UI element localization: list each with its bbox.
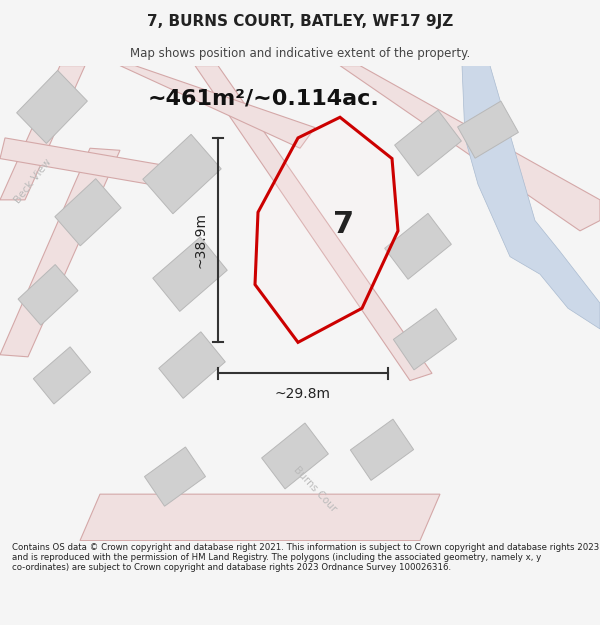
Polygon shape xyxy=(120,66,315,148)
Polygon shape xyxy=(462,66,600,329)
Polygon shape xyxy=(153,237,227,311)
Polygon shape xyxy=(350,419,413,481)
Polygon shape xyxy=(55,179,121,246)
Polygon shape xyxy=(0,138,185,189)
Polygon shape xyxy=(80,494,440,541)
Polygon shape xyxy=(385,213,451,279)
Polygon shape xyxy=(159,332,225,398)
Polygon shape xyxy=(394,309,457,370)
Text: 7: 7 xyxy=(332,209,353,239)
Text: Beck View: Beck View xyxy=(13,157,53,206)
Text: ~38.9m: ~38.9m xyxy=(193,212,207,268)
Text: Map shows position and indicative extent of the property.: Map shows position and indicative extent… xyxy=(130,48,470,60)
Polygon shape xyxy=(0,66,85,200)
Polygon shape xyxy=(145,447,206,506)
Polygon shape xyxy=(395,110,461,176)
Polygon shape xyxy=(458,101,518,158)
Text: 7, BURNS COURT, BATLEY, WF17 9JZ: 7, BURNS COURT, BATLEY, WF17 9JZ xyxy=(147,14,453,29)
Polygon shape xyxy=(0,148,120,357)
Polygon shape xyxy=(340,66,600,231)
Polygon shape xyxy=(195,66,432,381)
Polygon shape xyxy=(143,134,221,214)
Text: ~29.8m: ~29.8m xyxy=(275,387,331,401)
Polygon shape xyxy=(18,264,78,325)
Polygon shape xyxy=(255,118,398,342)
Polygon shape xyxy=(262,423,328,489)
Text: Contains OS data © Crown copyright and database right 2021. This information is : Contains OS data © Crown copyright and d… xyxy=(12,542,599,572)
Text: Burns Cour: Burns Cour xyxy=(292,464,338,514)
Polygon shape xyxy=(34,347,91,404)
Text: ~461m²/~0.114ac.: ~461m²/~0.114ac. xyxy=(148,89,380,109)
Polygon shape xyxy=(17,71,88,144)
